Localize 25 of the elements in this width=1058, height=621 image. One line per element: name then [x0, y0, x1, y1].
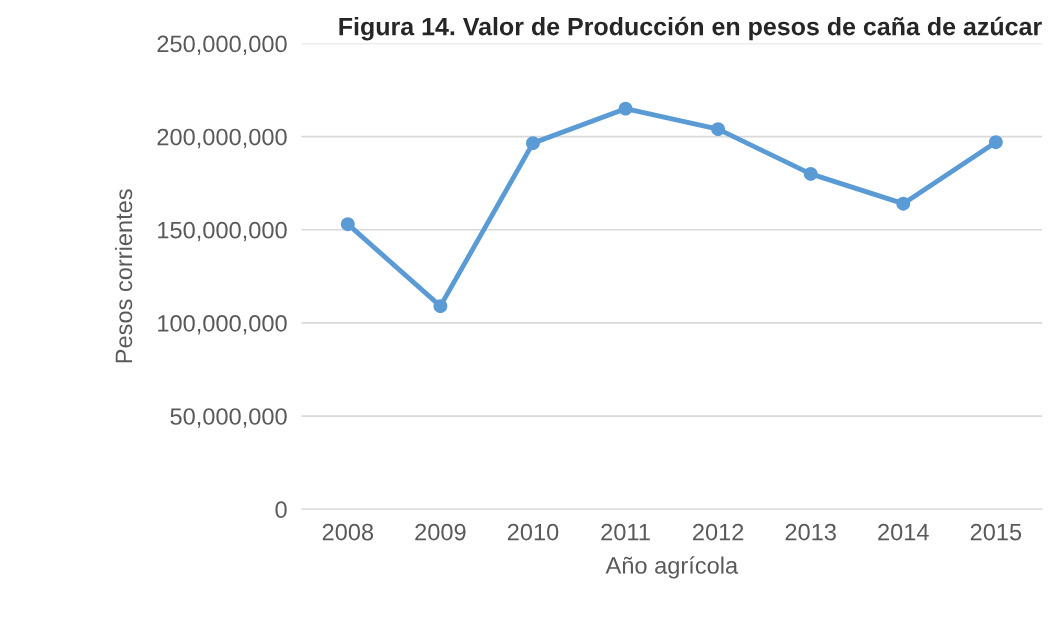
point	[526, 136, 540, 151]
x-tick-label: 2015	[970, 523, 1022, 541]
point	[803, 166, 818, 181]
point	[896, 196, 911, 211]
x-tick-label: 2009	[415, 523, 466, 541]
x-tick-label: 2008	[322, 523, 374, 541]
x-tick-label: 2012	[693, 523, 744, 541]
y-tick-label: 250,000,000	[157, 35, 287, 56]
point	[433, 299, 448, 314]
y-tick-label: 150,000,000	[158, 221, 287, 242]
point	[340, 217, 355, 232]
x-tick-label: 2011	[601, 523, 650, 541]
x-tick-label: 2010	[507, 523, 559, 541]
y-tick-label: 100,000,000	[158, 314, 287, 335]
chart-title: Figura 14. Valor de Producción en pesos de caña de azúcar	[339, 16, 1042, 41]
y-axis-title: Pesos corrientes	[114, 189, 133, 363]
x-tick-label: 2014	[878, 523, 929, 541]
y-tick-label: 0	[275, 501, 287, 519]
y-tick-label: 200,000,000	[157, 128, 287, 149]
x-axis-title: Año agrícola	[605, 556, 739, 579]
point	[618, 101, 633, 116]
point	[988, 135, 1003, 150]
y-tick-label: 50,000,000	[170, 408, 287, 428]
point	[711, 122, 726, 137]
x-tick-label: 2013	[785, 523, 836, 541]
